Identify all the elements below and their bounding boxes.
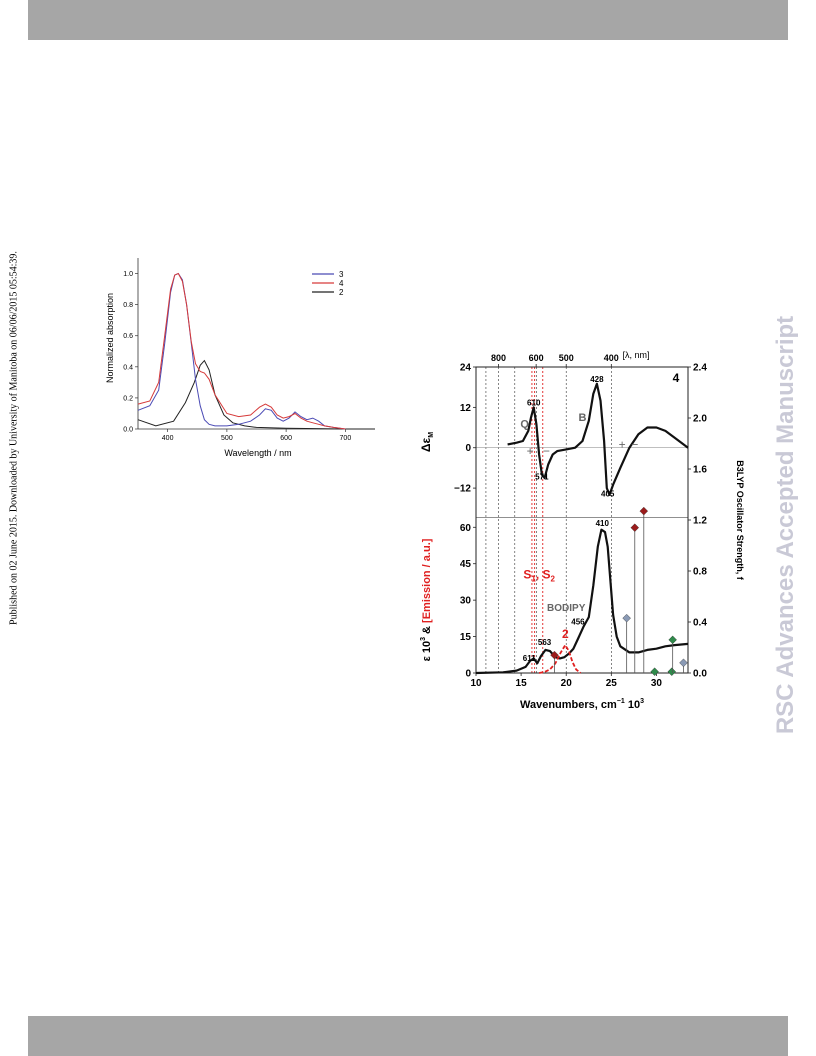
series-line-2 xyxy=(138,361,375,429)
oscillator-marker xyxy=(669,636,677,644)
legend-label-3: 3 xyxy=(339,270,344,279)
sign-mark: + xyxy=(619,437,626,451)
top-tick-label: 400 xyxy=(604,353,619,363)
x-tick-label: 10 xyxy=(470,678,482,689)
legend-label-2: 2 xyxy=(339,288,344,297)
absorption-curve xyxy=(476,530,688,673)
state-label: S1, S2 xyxy=(523,567,555,583)
mcd-peak-label: 610 xyxy=(527,399,541,408)
osc-y-tick-label: 2.0 xyxy=(693,414,707,425)
side-note-text: Published on 02 June 2015. Downloaded by… xyxy=(9,251,20,625)
top-tick-label: 600 xyxy=(529,353,544,363)
abs-y-tick-label: 15 xyxy=(460,632,472,643)
emission-curve xyxy=(539,645,581,673)
band-label: B xyxy=(578,412,586,424)
sign-mark: − xyxy=(631,437,638,451)
state-label-part: S xyxy=(523,567,531,581)
mcd-curve xyxy=(508,384,688,495)
y-tick-label: 0.4 xyxy=(123,364,133,371)
state-label-part: 2 xyxy=(551,574,556,583)
plot-frame xyxy=(476,367,688,673)
x-tick-label: 25 xyxy=(606,678,618,689)
x-tick-label: 700 xyxy=(340,435,352,442)
y-tick-label: 0.2 xyxy=(123,395,133,402)
y-tick-label: 0.6 xyxy=(123,333,133,340)
x-tick-label: 500 xyxy=(221,435,233,442)
state-label-part: 1 xyxy=(531,574,536,583)
series-line-4 xyxy=(138,274,345,430)
oscillator-marker xyxy=(623,614,631,622)
compound-label: 2 xyxy=(562,627,569,641)
oscillator-marker xyxy=(551,651,559,659)
state-label-part: , xyxy=(536,567,543,581)
abs-peak-label: 611 xyxy=(523,654,536,663)
oscillator-marker xyxy=(668,668,676,676)
oscillator-marker xyxy=(680,659,688,667)
sign-mark: − xyxy=(543,444,550,458)
mcd-y-axis-label: ΔεM xyxy=(419,432,435,452)
mcd-y-tick-label: 0 xyxy=(465,443,471,454)
abs-y-tick-label: 30 xyxy=(460,596,472,607)
panel-label: 4 xyxy=(673,371,680,385)
series-line-3 xyxy=(138,274,345,430)
bodipy-label: BODIPY xyxy=(547,603,586,614)
top-tick-label: 500 xyxy=(559,353,574,363)
osc-y-tick-label: 1.2 xyxy=(693,516,707,527)
x-axis-label: Wavelength / nm xyxy=(224,448,291,458)
abs-peak-label: 456 xyxy=(571,617,585,626)
x-axis-label: Wavenumbers, cm−1 103 xyxy=(520,698,644,711)
legend-label-4: 4 xyxy=(339,279,344,288)
mcd-peak-label: 428 xyxy=(590,375,604,384)
abs-peak-label: 563 xyxy=(538,638,552,647)
y-axis-label: Normalized absorption xyxy=(105,293,115,383)
mcd-y-tick-label: 12 xyxy=(460,403,472,414)
abs-y-axis-label: ε 103 & [Emission / a.u.] xyxy=(420,538,433,661)
x-tick-label: 400 xyxy=(162,435,174,442)
state-label-part: S xyxy=(542,567,550,581)
abs-y-tick-label: 60 xyxy=(460,523,472,534)
y-tick-label: 0.8 xyxy=(123,302,133,309)
oscillator-marker xyxy=(651,668,659,676)
x-tick-label: 30 xyxy=(651,678,663,689)
mcd-y-tick-label: 24 xyxy=(460,363,472,374)
osc-y-tick-label: 0.8 xyxy=(693,567,707,578)
mcd-peak-label: 405 xyxy=(601,490,615,499)
osc-y-tick-label: 2.4 xyxy=(693,363,707,374)
abs-y-tick-label: 45 xyxy=(460,559,472,570)
band-label: Q xyxy=(520,419,529,431)
top-band xyxy=(28,0,788,40)
x-tick-label: 600 xyxy=(280,435,292,442)
mcd-peak-label: 571 xyxy=(535,473,549,482)
oscillator-y-axis-label: B3LYP Oscillator Strength, f xyxy=(735,460,745,581)
top-tick-label: 800 xyxy=(491,353,506,363)
abs-y-tick-label: 0 xyxy=(465,669,471,680)
osc-y-tick-label: 1.6 xyxy=(693,465,707,476)
x-tick-label: 20 xyxy=(561,678,573,689)
oscillator-marker xyxy=(640,507,648,515)
top-axis-label: [λ, nm] xyxy=(622,350,649,360)
sign-mark: + xyxy=(527,444,534,458)
osc-y-tick-label: 0.0 xyxy=(693,669,707,680)
bottom-band xyxy=(28,1016,788,1056)
watermark-text: RSC Advances Accepted Manuscript xyxy=(772,316,800,734)
abs-peak-label: 410 xyxy=(596,519,610,528)
y-tick-label: 0.0 xyxy=(123,427,133,434)
x-tick-label: 15 xyxy=(516,678,528,689)
mcd-y-tick-label: −12 xyxy=(454,484,471,495)
oscillator-marker xyxy=(631,524,639,532)
osc-y-tick-label: 0.4 xyxy=(693,618,707,629)
y-tick-label: 1.0 xyxy=(123,271,133,278)
